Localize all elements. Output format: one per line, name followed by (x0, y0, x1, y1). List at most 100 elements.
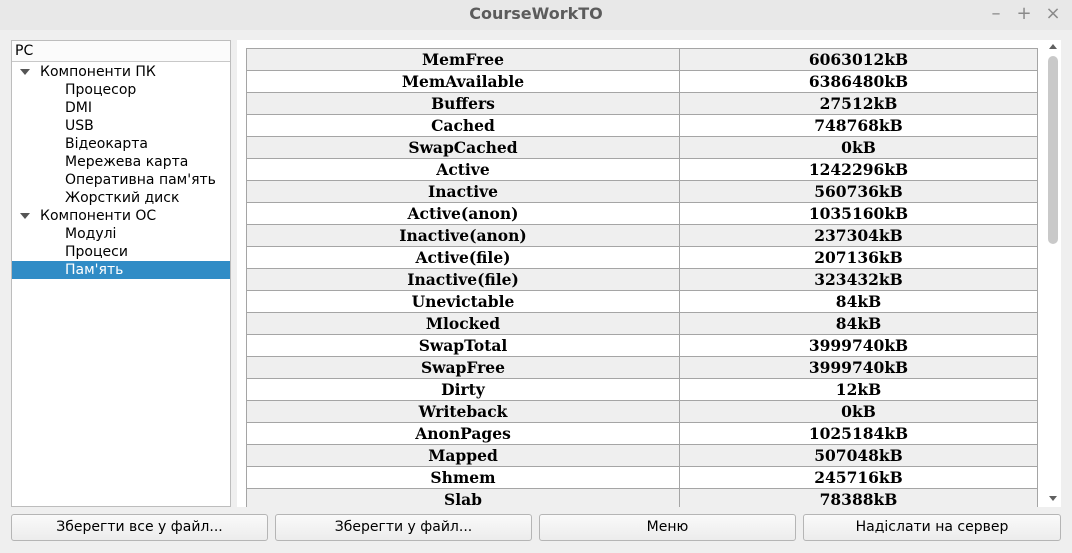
tree-item-відеокарта[interactable]: Відеокарта (12, 135, 230, 153)
vertical-scrollbar[interactable] (1046, 40, 1060, 507)
memory-key-cell[interactable]: Buffers (246, 92, 680, 115)
memory-value-cell[interactable]: 3999740kB (679, 356, 1038, 379)
table-row[interactable]: SwapTotal 3999740kB (246, 334, 1038, 357)
memory-value-cell[interactable]: 6063012kB (679, 48, 1038, 71)
tree-item-жорсткий-диск[interactable]: Жорсткий диск (12, 189, 230, 207)
table-row[interactable]: Active(file) 207136kB (246, 246, 1038, 269)
tree-item-label: Компоненти ПК (40, 64, 156, 80)
memory-key-cell[interactable]: Inactive(file) (246, 268, 680, 291)
table-row[interactable]: MemAvailable 6386480kB (246, 70, 1038, 93)
tree-header[interactable]: PC (12, 41, 230, 62)
tree-item-компоненти-пк[interactable]: Компоненти ПК (12, 63, 230, 81)
memory-value-cell[interactable]: 237304kB (679, 224, 1038, 247)
memory-value-cell[interactable]: 78388kB (679, 488, 1038, 507)
memory-value-cell[interactable]: 245716kB (679, 466, 1038, 489)
memory-key-cell[interactable]: SwapTotal (246, 334, 680, 357)
table-row[interactable]: SwapFree 3999740kB (246, 356, 1038, 379)
table-row[interactable]: Inactive(anon) 237304kB (246, 224, 1038, 247)
table-row[interactable]: Writeback 0kB (246, 400, 1038, 423)
save-button[interactable]: Зберегти у файл... (275, 514, 532, 541)
tree-item-usb[interactable]: USB (12, 117, 230, 135)
memory-key-cell[interactable]: SwapFree (246, 356, 680, 379)
memory-key-cell[interactable]: Inactive (246, 180, 680, 203)
tree-item-пам-ять[interactable]: Пам'ять (12, 261, 230, 279)
save-all-button[interactable]: Зберегти все у файл... (11, 514, 268, 541)
memory-key-cell[interactable]: Mlocked (246, 312, 680, 335)
tree-item-label: Оперативна пам'ять (65, 172, 216, 188)
memory-key-cell[interactable]: Active(anon) (246, 202, 680, 225)
memory-value-cell[interactable]: 0kB (679, 136, 1038, 159)
memory-value-cell[interactable]: 6386480kB (679, 70, 1038, 93)
memory-value-cell[interactable]: 1242296kB (679, 158, 1038, 181)
table-row[interactable]: Buffers 27512kB (246, 92, 1038, 115)
table-row[interactable]: Dirty 12kB (246, 378, 1038, 401)
scroll-down-icon[interactable] (1049, 496, 1057, 501)
memory-key-cell[interactable]: Dirty (246, 378, 680, 401)
expand-arrow-icon[interactable] (20, 213, 30, 219)
table-row[interactable]: SwapCached 0kB (246, 136, 1038, 159)
tree-item-мережева-карта[interactable]: Мережева карта (12, 153, 230, 171)
table-row[interactable]: Mapped 507048kB (246, 444, 1038, 467)
memory-value-cell[interactable]: 207136kB (679, 246, 1038, 269)
memory-key-cell[interactable]: Writeback (246, 400, 680, 423)
memory-key-cell[interactable]: Active (246, 158, 680, 181)
memory-value-cell[interactable]: 1035160kB (679, 202, 1038, 225)
table-row[interactable]: MemFree 6063012kB (246, 48, 1038, 71)
table-row[interactable]: Mlocked 84kB (246, 312, 1038, 335)
memory-key-cell[interactable]: SwapCached (246, 136, 680, 159)
memory-key-cell[interactable]: Cached (246, 114, 680, 137)
memory-value-cell[interactable]: 84kB (679, 290, 1038, 313)
table-row[interactable]: Cached 748768kB (246, 114, 1038, 137)
table-row[interactable]: Active 1242296kB (246, 158, 1038, 181)
table-row[interactable]: Shmem 245716kB (246, 466, 1038, 489)
memory-key-cell[interactable]: Shmem (246, 466, 680, 489)
expand-arrow-icon[interactable] (20, 69, 30, 75)
memory-value-cell[interactable]: 12kB (679, 378, 1038, 401)
tree-item-процеси[interactable]: Процеси (12, 243, 230, 261)
memory-key-cell[interactable]: Unevictable (246, 290, 680, 313)
memory-key-cell[interactable]: MemFree (246, 48, 680, 71)
send-to-server-button[interactable]: Надіслати на сервер (803, 514, 1061, 541)
tree-item-процесор[interactable]: Процесор (12, 81, 230, 99)
title-bar[interactable]: CourseWorkTO – + × (0, 0, 1072, 30)
tree-item-label: Жорсткий диск (65, 190, 180, 206)
memory-value-cell[interactable]: 1025184kB (679, 422, 1038, 445)
memory-key-cell[interactable]: MemAvailable (246, 70, 680, 93)
memory-key-cell[interactable]: Inactive(anon) (246, 224, 680, 247)
memory-value-cell[interactable]: 748768kB (679, 114, 1038, 137)
table-row[interactable]: Inactive 560736kB (246, 180, 1038, 203)
memory-value-cell[interactable]: 27512kB (679, 92, 1038, 115)
memory-key-cell[interactable]: Active(file) (246, 246, 680, 269)
memory-value-cell[interactable]: 3999740kB (679, 334, 1038, 357)
table-row[interactable]: Active(anon) 1035160kB (246, 202, 1038, 225)
memory-value-cell[interactable]: 323432kB (679, 268, 1038, 291)
memory-key-cell[interactable]: Mapped (246, 444, 680, 467)
table-row[interactable]: Inactive(file) 323432kB (246, 268, 1038, 291)
memory-key-cell[interactable]: AnonPages (246, 422, 680, 445)
tree-item-модулі[interactable]: Модулі (12, 225, 230, 243)
scrollbar-thumb[interactable] (1048, 56, 1058, 244)
memory-panel: MemFree 6063012kB MemAvailable 6386480kB Buf… (237, 40, 1061, 507)
maximize-button[interactable]: + (1016, 3, 1032, 24)
table-row[interactable]: Slab 78388kB (246, 488, 1038, 507)
memory-value-cell[interactable]: 0kB (679, 400, 1038, 423)
memory-value-cell[interactable]: 507048kB (679, 444, 1038, 467)
tree-item-label: Пам'ять (65, 262, 124, 278)
window-title: CourseWorkTO (469, 4, 603, 23)
component-tree[interactable]: PC Компоненти ПК Процесор DMI USB Відеокарта… (11, 40, 231, 507)
tree-item-оперативна-пам-ять[interactable]: Оперативна пам'ять (12, 171, 230, 189)
tree-item-dmi[interactable]: DMI (12, 99, 230, 117)
table-row[interactable]: AnonPages 1025184kB (246, 422, 1038, 445)
memory-value-cell[interactable]: 560736kB (679, 180, 1038, 203)
memory-key-cell[interactable]: Slab (246, 488, 680, 507)
minimize-button[interactable]: – (991, 3, 1001, 24)
close-button[interactable]: × (1045, 3, 1061, 24)
tree-item-label: DMI (65, 100, 92, 116)
memory-value-cell[interactable]: 84kB (679, 312, 1038, 335)
table-row[interactable]: Unevictable 84kB (246, 290, 1038, 313)
tree-item-компоненти-ос[interactable]: Компоненти ОС (12, 207, 230, 225)
memory-table: MemFree 6063012kB MemAvailable 6386480kB Buf… (246, 48, 1038, 507)
menu-button[interactable]: Меню (539, 514, 796, 541)
scroll-up-icon[interactable] (1049, 44, 1057, 49)
